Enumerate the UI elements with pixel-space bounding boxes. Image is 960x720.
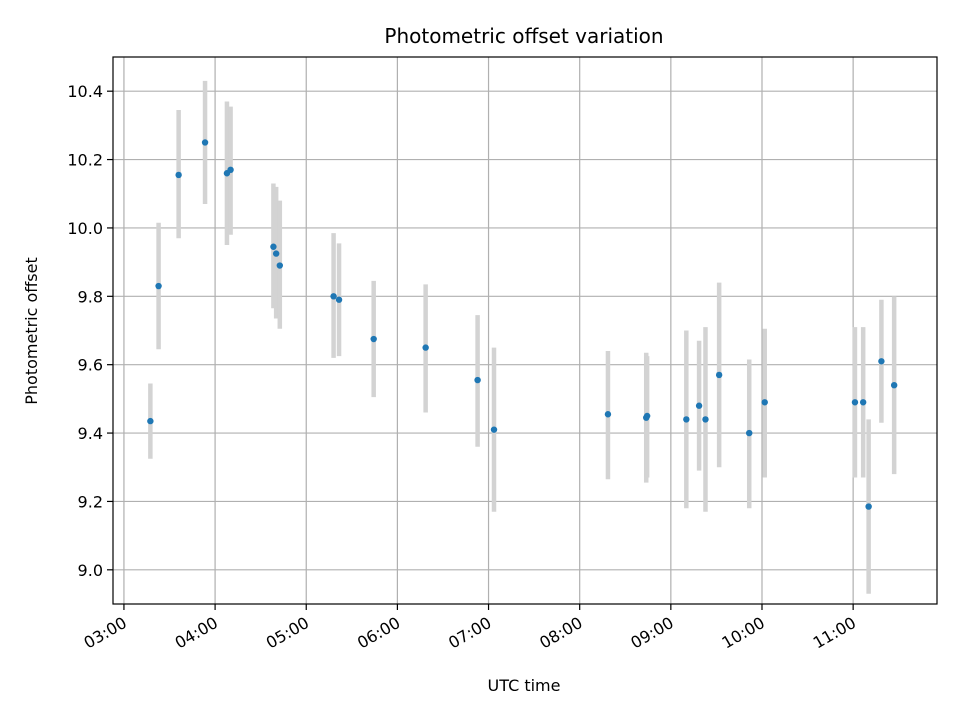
y-tick-label: 9.2 [78,492,103,511]
data-point [474,376,481,384]
x-tick-label: 11:00 [810,613,859,653]
data-point [155,282,162,290]
x-tick-label: 10:00 [719,613,768,653]
data-point [270,243,277,250]
x-axis-ticks: 03:00 04:00 05:00 06:00 07:00 08:00 09:00 10:00… [81,604,859,653]
data-point [335,296,343,303]
data-point [683,416,690,423]
x-tick-label: 04:00 [172,613,221,653]
data-point [695,402,703,409]
x-tick-label: 03:00 [81,613,130,653]
data-point [604,411,612,418]
data-point [715,371,723,379]
data-points [147,139,898,510]
y-tick-label: 9.4 [78,424,103,443]
data-point [761,399,768,406]
data-point [175,171,182,179]
y-tick-label: 9.0 [78,561,103,580]
x-tick-label: 07:00 [445,613,494,653]
plot-area-frame [112,56,938,605]
error-bars [148,80,897,594]
data-point [859,399,867,406]
y-tick-label: 9.8 [78,287,103,306]
data-point [490,426,498,433]
data-point [147,417,154,425]
x-tick-label: 05:00 [263,613,312,653]
y-tick-label: 10.2 [67,151,103,170]
data-point [227,166,234,174]
data-point [422,344,429,351]
y-tick-label: 9.6 [78,356,103,375]
x-tick-label: 09:00 [627,613,676,653]
grid [113,57,937,604]
data-point [890,382,898,389]
y-tick-label: 10.0 [67,219,103,238]
data-point [370,335,377,343]
data-point [201,139,209,146]
x-tick-label: 06:00 [354,613,403,653]
x-axis-label: UTC time [488,676,561,695]
data-point [272,250,280,257]
data-point [865,503,872,510]
data-point [851,399,859,406]
data-point [702,416,709,423]
chart-title: Photometric offset variation [384,24,663,48]
x-tick-label: 08:00 [536,613,585,653]
data-point [330,293,337,300]
data-point [276,262,284,269]
data-point [643,412,651,420]
y-axis-ticks: 9.0 9.2 9.4 9.6 9.8 10.0 10.2 10.4 [67,82,113,580]
data-point [746,429,753,437]
y-axis-label: Photometric offset [22,257,41,405]
y-tick-label: 10.4 [67,82,103,101]
data-point [878,358,885,365]
